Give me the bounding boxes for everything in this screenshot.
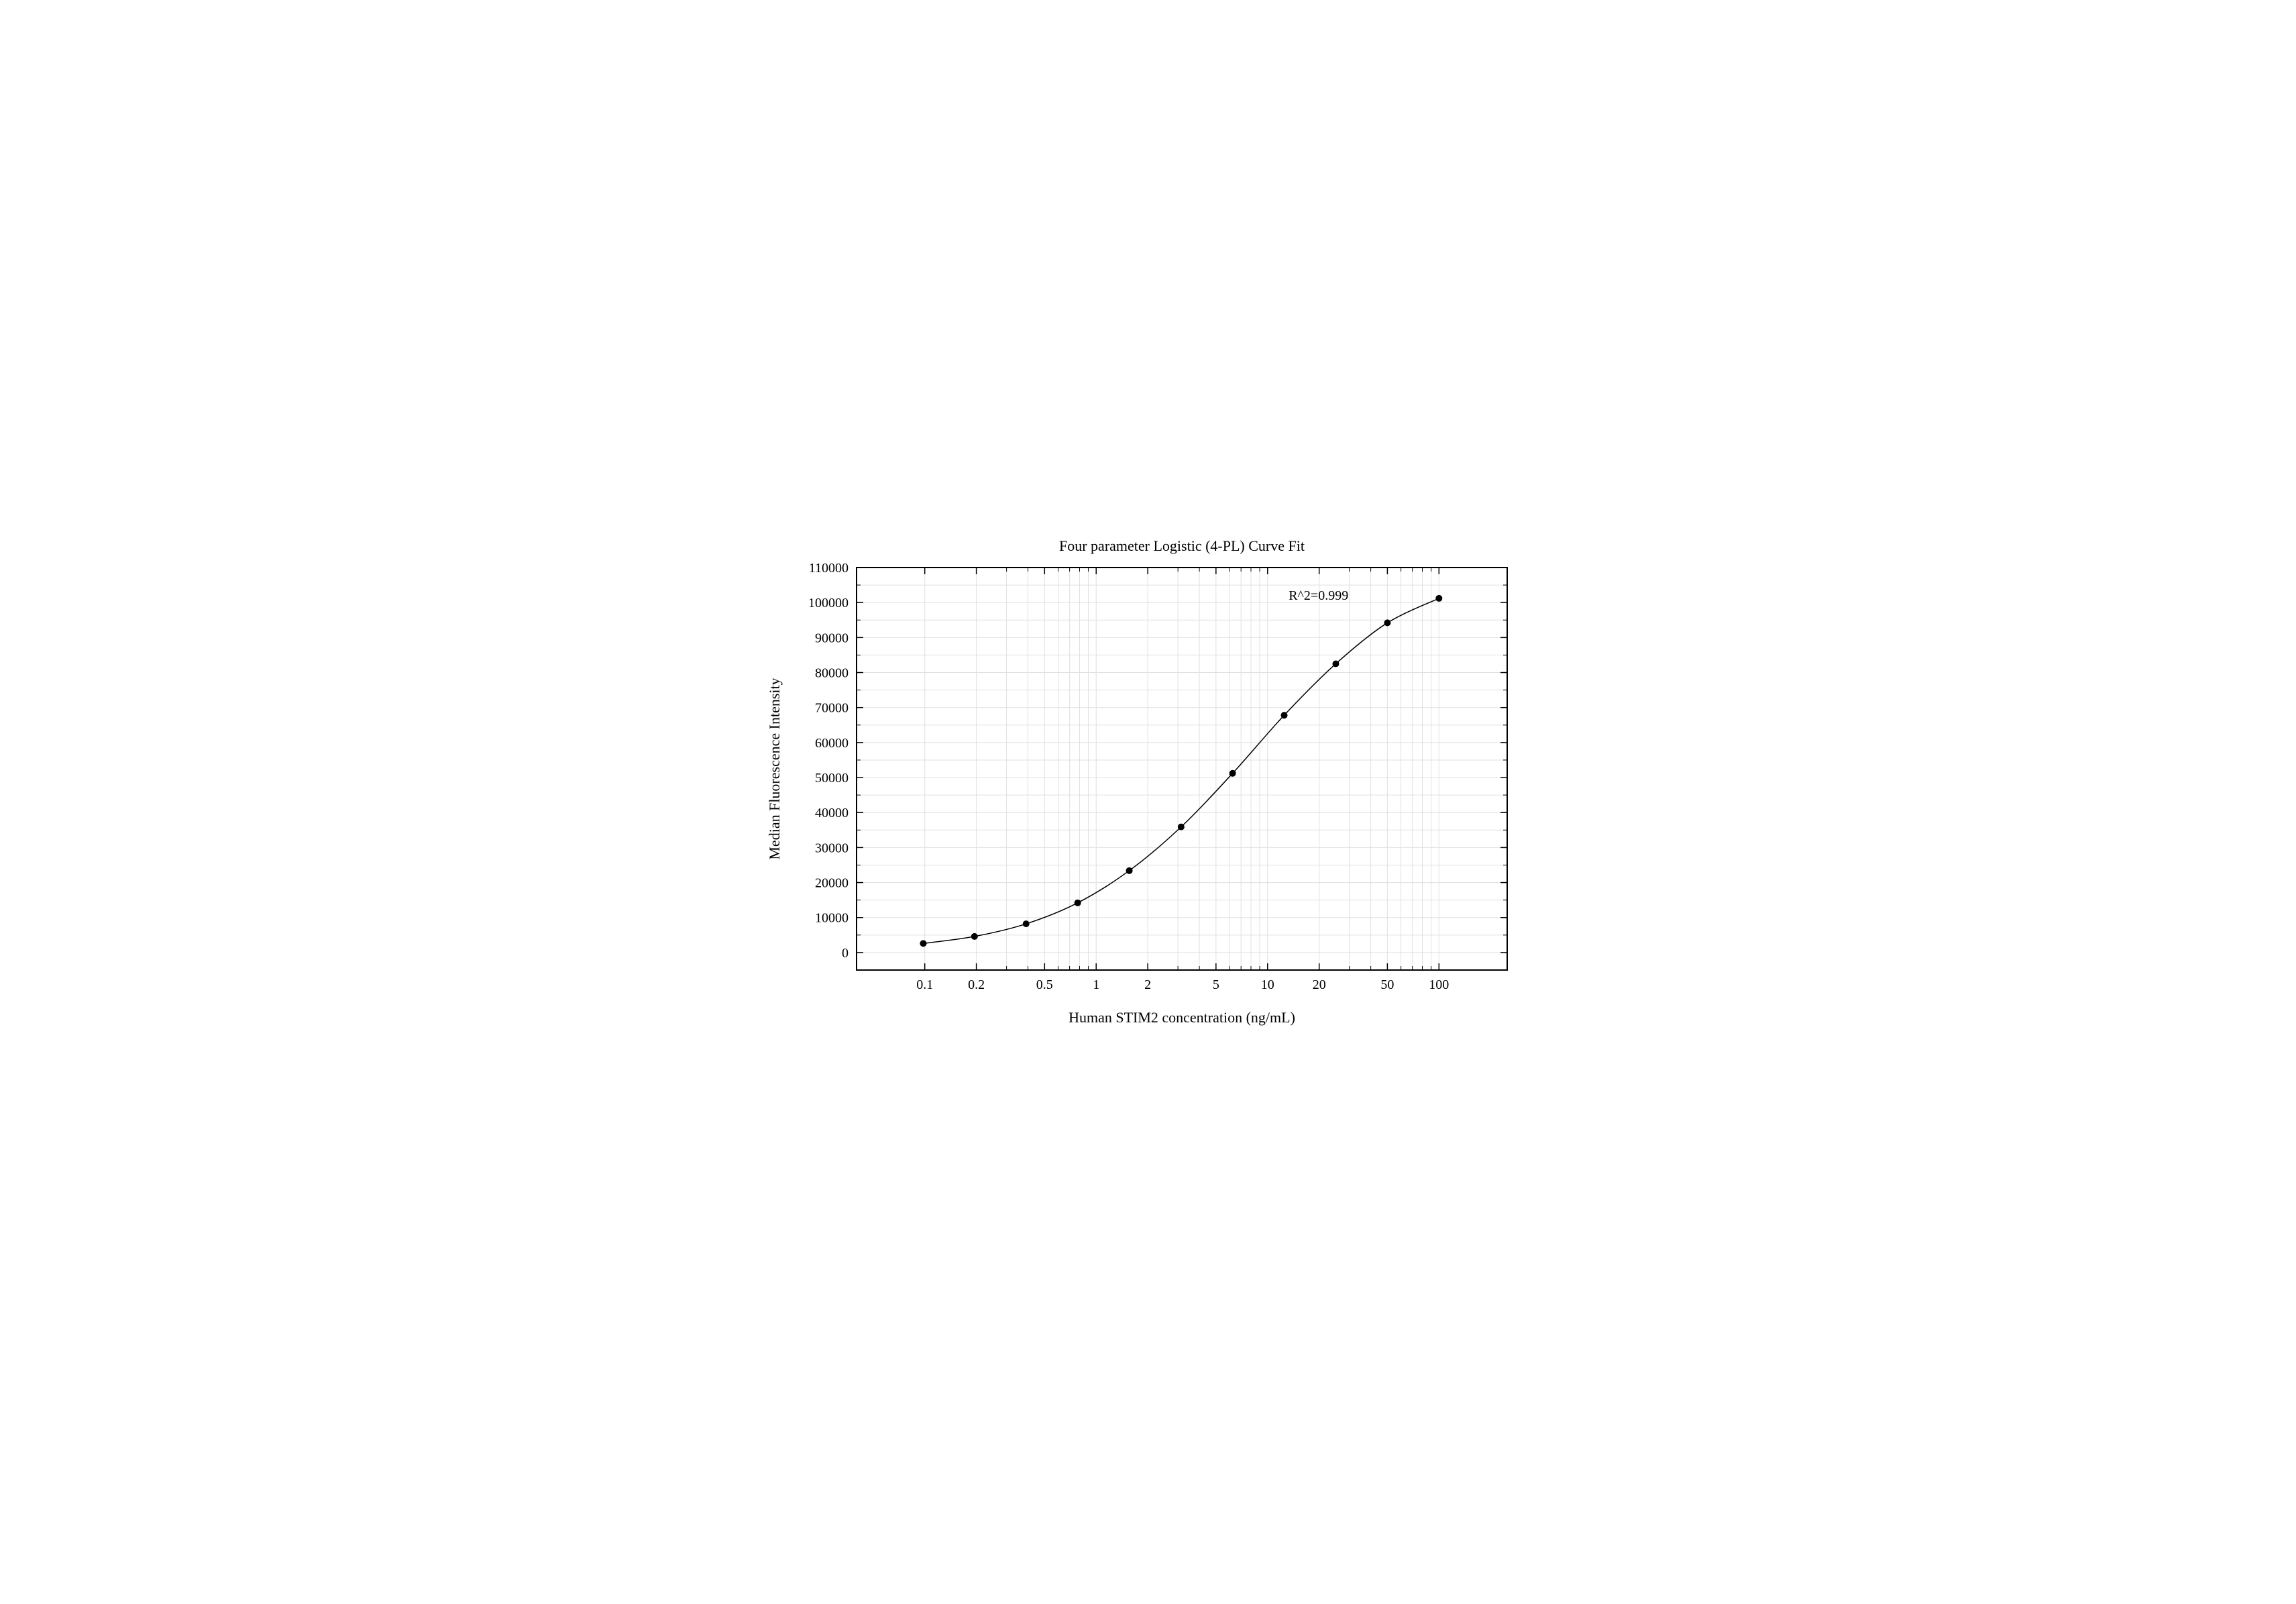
svg-text:60000: 60000	[815, 735, 849, 750]
r-squared-annotation: R^2=0.999	[1289, 588, 1348, 603]
svg-text:70000: 70000	[815, 700, 849, 715]
svg-text:10: 10	[1260, 977, 1274, 992]
svg-text:30000: 30000	[815, 841, 849, 855]
data-point-marker	[1384, 619, 1390, 626]
svg-text:110000: 110000	[808, 561, 848, 576]
svg-text:1: 1	[1093, 977, 1099, 992]
svg-text:50: 50	[1380, 977, 1394, 992]
svg-text:90000: 90000	[815, 631, 849, 645]
svg-text:100000: 100000	[808, 596, 849, 610]
svg-text:2: 2	[1144, 977, 1151, 992]
svg-text:40000: 40000	[815, 806, 849, 820]
x-axis-label: Human STIM2 concentration (ng/mL)	[1069, 1009, 1295, 1026]
data-point-marker	[1332, 660, 1339, 667]
chart-title: Four parameter Logistic (4-PL) Curve Fit	[1059, 537, 1305, 554]
data-point-marker	[1280, 712, 1287, 718]
svg-text:80000: 80000	[815, 665, 849, 680]
data-point-marker	[1074, 899, 1081, 906]
svg-text:0.1: 0.1	[916, 977, 933, 992]
svg-text:0: 0	[842, 945, 849, 960]
svg-text:5: 5	[1212, 977, 1219, 992]
data-point-marker	[1177, 823, 1184, 830]
curve-fit-chart: 0.1 0.2 0.5 1 2 5 10 20 50 100 0 10000 20000 30000 400…	[746, 521, 1551, 1084]
svg-text:20: 20	[1312, 977, 1325, 992]
data-point-marker	[971, 932, 977, 939]
data-point-marker	[1022, 920, 1029, 927]
svg-text:0.2: 0.2	[968, 977, 985, 992]
data-point-marker	[1229, 769, 1236, 776]
svg-text:10000: 10000	[815, 910, 849, 925]
data-point-marker	[920, 940, 926, 947]
svg-text:20000: 20000	[815, 875, 849, 890]
y-axis-label: Median Fluorescence Intensity	[766, 678, 783, 859]
data-point-marker	[1435, 594, 1442, 601]
chart-container: 0.1 0.2 0.5 1 2 5 10 20 50 100 0 10000 20000 30000 400…	[746, 521, 1551, 1084]
data-point-marker	[1126, 867, 1132, 873]
svg-text:0.5: 0.5	[1036, 977, 1052, 992]
svg-text:50000: 50000	[815, 771, 849, 786]
svg-text:100: 100	[1429, 977, 1449, 992]
